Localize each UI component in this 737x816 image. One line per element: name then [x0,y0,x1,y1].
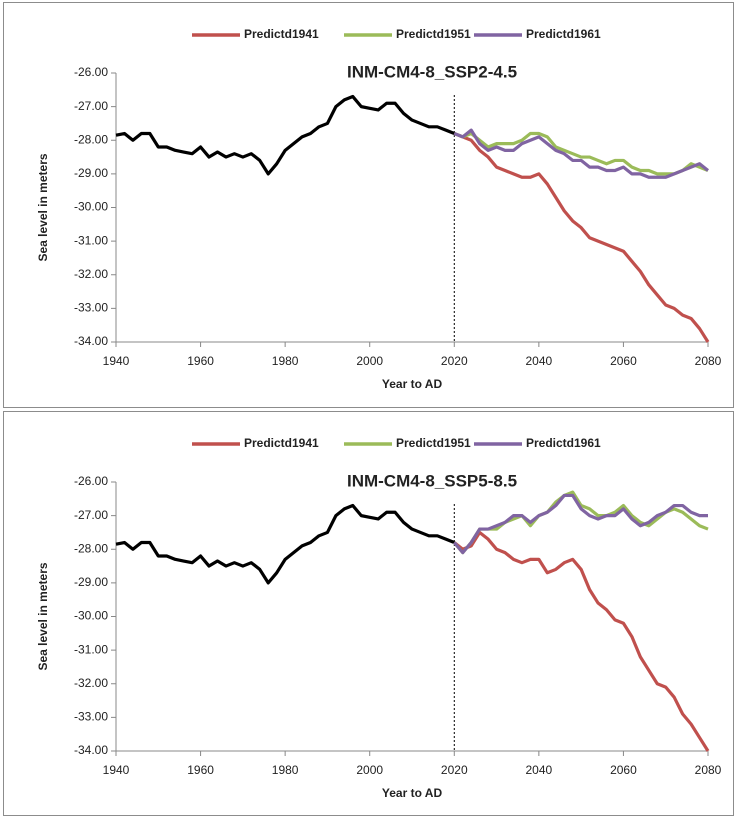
y-tick-label: -29.00 [74,166,108,180]
data-line [453,131,709,176]
x-tick-label: 2060 [610,354,637,368]
chart-panel: -26.00 -27.00 -28.00 -29.00 -30.00 -31.00 -32.… [3,2,734,408]
x-tick-label: 2080 [695,763,722,777]
y-tick-label: -28.00 [74,132,108,146]
x-tick-label: 1980 [272,763,299,777]
y-tick-label: -26.00 [74,474,108,488]
x-tick-label: 2000 [356,763,383,777]
x-tick-label: 1960 [187,354,214,368]
y-tick-label: -30.00 [74,609,108,623]
y-tick-label: -31.00 [74,233,108,247]
x-tick-label: 2080 [695,354,722,368]
legend-label: Predictd1951 [396,27,471,41]
data-line [115,94,455,176]
legend-label: Predictd1961 [526,436,601,450]
y-axis-label: Sea level in meters [36,153,50,261]
legend-label: Predictd1961 [526,27,601,41]
chart-title: INM-CM4-8_SSP5-8.5 [347,471,517,490]
chart-title: INM-CM4-8_SSP2-4.5 [347,62,517,81]
chart-panel: -26.00 -27.00 -28.00 -29.00 -30.00 -31.00 -32.… [3,411,734,816]
y-tick-label: -32.00 [74,267,108,281]
y-tick-label: -27.00 [74,99,108,113]
data-line [453,128,709,179]
legend-label: Predictd1941 [244,436,319,450]
y-tick-label: -29.00 [74,575,108,589]
x-tick-label: 2060 [610,763,637,777]
data-line [453,132,710,343]
y-tick-label: -31.00 [74,642,108,656]
x-tick-label: 1940 [103,763,130,777]
y-tick-label: -30.00 [74,200,108,214]
y-tick-label: -34.00 [74,743,108,757]
data-line [453,493,708,555]
legend-label: Predictd1951 [396,436,471,450]
x-tick-label: 1940 [103,354,130,368]
x-tick-label: 2000 [356,354,383,368]
y-tick-label: -32.00 [74,676,108,690]
y-tick-label: -28.00 [74,541,108,555]
y-tick-label: -26.00 [74,65,108,79]
y-tick-label: -27.00 [74,508,108,522]
x-axis-label: Year to AD [382,786,443,800]
x-tick-label: 1960 [187,763,214,777]
y-axis-label: Sea level in meters [36,562,50,670]
x-tick-label: 1980 [272,354,299,368]
legend-label: Predictd1941 [244,27,319,41]
y-tick-label: -34.00 [74,334,108,348]
chart: -26.00 -27.00 -28.00 -29.00 -30.00 -31.00 -32.… [36,436,722,800]
x-tick-label: 2020 [441,763,468,777]
y-tick-label: -33.00 [74,301,108,315]
chart: -26.00 -27.00 -28.00 -29.00 -30.00 -31.00 -32.… [36,27,722,391]
x-tick-label: 2020 [441,354,468,368]
x-tick-label: 2040 [526,763,553,777]
x-axis-label: Year to AD [382,377,443,391]
y-tick-label: -33.00 [74,710,108,724]
data-line [453,530,710,752]
x-tick-label: 2040 [526,354,553,368]
data-line [115,503,455,585]
